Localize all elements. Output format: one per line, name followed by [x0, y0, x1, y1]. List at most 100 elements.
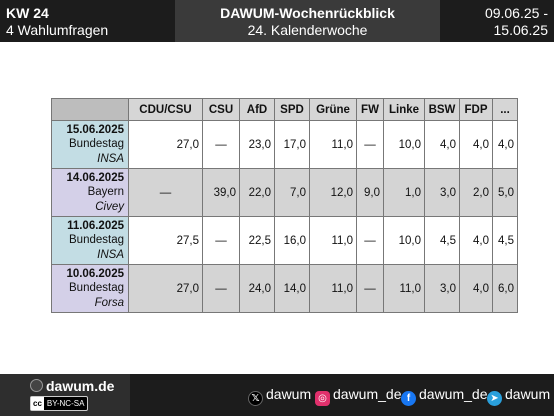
value-cell: 39,0 [202, 168, 240, 217]
poll-info: 10.06.2025 Bundestag Forsa [51, 264, 129, 313]
polls-table: CDU/CSU CSU AfD SPD Grüne FW Linke BSW F… [51, 98, 518, 313]
value-cell: 27,0 [128, 120, 203, 169]
value-cell: 27,5 [128, 216, 203, 265]
value-cell: 24,0 [239, 264, 275, 313]
poll-parliament: Bundestag [69, 138, 124, 151]
table-row: 11.06.2025 Bundestag INSA 27,5 — 22,5 16… [51, 216, 518, 265]
x-icon: 𝕏 [248, 391, 263, 406]
poll-parliament: Bundestag [69, 234, 124, 247]
value-cell: 4,5 [492, 216, 518, 265]
week-label: KW 24 [6, 5, 49, 21]
instagram-handle: dawum_de [333, 386, 402, 402]
value-cell: — [128, 168, 203, 217]
page-subtitle: 24. Kalenderwoche [247, 22, 368, 38]
value-cell: 4,5 [424, 216, 460, 265]
poll-parliament: Bundestag [69, 282, 124, 295]
header-left: KW 24 4 Wahlumfragen [0, 0, 175, 42]
header-center: DAWUM-Wochenrückblick 24. Kalenderwoche [175, 0, 440, 42]
poll-date: 14.06.2025 [66, 171, 124, 184]
facebook-icon: f [401, 391, 416, 406]
poll-date: 10.06.2025 [66, 267, 124, 280]
x-handle: dawum [266, 386, 312, 402]
cc-icon: cc [31, 397, 44, 410]
value-cell: 22,0 [239, 168, 275, 217]
telegram-handle: dawum [505, 386, 551, 402]
poll-institute: Forsa [94, 296, 124, 309]
value-cell: 4,0 [492, 120, 518, 169]
value-cell: — [202, 264, 240, 313]
table-row: 14.06.2025 Bayern Civey — 39,0 22,0 7,0 … [51, 168, 518, 217]
poll-institute: Civey [95, 200, 124, 213]
poll-date: 15.06.2025 [66, 123, 124, 136]
value-cell: 27,0 [128, 264, 203, 313]
page-title: DAWUM-Wochenrückblick [220, 5, 395, 21]
value-cell: 2,0 [459, 168, 493, 217]
poll-institute: INSA [97, 152, 124, 165]
col-csu: CSU [202, 98, 240, 121]
social-instagram-link[interactable]: ◎ dawum_de [315, 386, 402, 406]
table-header-row: CDU/CSU CSU AfD SPD Grüne FW Linke BSW F… [51, 98, 518, 121]
table-row: 15.06.2025 Bundestag INSA 27,0 — 23,0 17… [51, 120, 518, 169]
poll-parliament: Bayern [87, 186, 124, 199]
poll-date: 11.06.2025 [67, 219, 124, 232]
header-right: 09.06.25 - 15.06.25 [440, 0, 554, 42]
footer-brand: dawum.de cc BY-NC-SA [0, 374, 130, 416]
col-cdu-csu: CDU/CSU [128, 98, 203, 121]
polls-count: 4 Wahlumfragen [6, 22, 109, 38]
license-badge[interactable]: cc BY-NC-SA [30, 396, 89, 411]
date-to: 15.06.25 [493, 22, 549, 38]
poll-info: 15.06.2025 Bundestag INSA [51, 120, 129, 169]
license-text: BY-NC-SA [46, 399, 85, 408]
value-cell: 12,0 [309, 168, 357, 217]
table-corner [51, 98, 129, 121]
instagram-icon: ◎ [315, 391, 330, 406]
poll-institute: INSA [97, 248, 124, 261]
table-row: 10.06.2025 Bundestag Forsa 27,0 — 24,0 1… [51, 264, 518, 313]
col-afd: AfD [239, 98, 275, 121]
value-cell: — [356, 120, 384, 169]
value-cell: 22,5 [239, 216, 275, 265]
col-fdp: FDP [459, 98, 493, 121]
social-telegram-link[interactable]: ➤ dawum [487, 386, 550, 406]
value-cell: 9,0 [356, 168, 384, 217]
value-cell: 11,0 [309, 216, 357, 265]
site-name: dawum.de [46, 378, 115, 394]
telegram-icon: ➤ [487, 391, 502, 406]
date-from: 09.06.25 - [484, 5, 548, 21]
col-linke: Linke [383, 98, 425, 121]
poll-info: 14.06.2025 Bayern Civey [51, 168, 129, 217]
col-spd: SPD [274, 98, 310, 121]
value-cell: 4,0 [459, 264, 493, 313]
dawum-logo-icon [30, 379, 43, 392]
social-facebook-link[interactable]: f dawum_de [401, 386, 488, 406]
value-cell: — [356, 264, 384, 313]
value-cell: 7,0 [274, 168, 310, 217]
value-cell: 11,0 [383, 264, 425, 313]
poll-info: 11.06.2025 Bundestag INSA [51, 216, 129, 265]
value-cell: 11,0 [309, 264, 357, 313]
value-cell: 6,0 [492, 264, 518, 313]
value-cell: — [356, 216, 384, 265]
value-cell: 10,0 [383, 120, 425, 169]
value-cell: 17,0 [274, 120, 310, 169]
value-cell: 3,0 [424, 168, 460, 217]
value-cell: 4,0 [424, 120, 460, 169]
value-cell: 3,0 [424, 264, 460, 313]
value-cell: 1,0 [383, 168, 425, 217]
value-cell: — [202, 120, 240, 169]
facebook-handle: dawum_de [419, 386, 488, 402]
value-cell: 5,0 [492, 168, 518, 217]
value-cell: 16,0 [274, 216, 310, 265]
value-cell: 11,0 [309, 120, 357, 169]
col-fw: FW [356, 98, 384, 121]
col-bsw: BSW [424, 98, 460, 121]
value-cell: 23,0 [239, 120, 275, 169]
col-gruene: Grüne [309, 98, 357, 121]
header-bar: KW 24 4 Wahlumfragen DAWUM-Wochenrückbli… [0, 0, 554, 42]
site-link[interactable]: dawum.de [30, 378, 114, 394]
value-cell: 4,0 [459, 216, 493, 265]
value-cell: 14,0 [274, 264, 310, 313]
col-others: ... [492, 98, 518, 121]
